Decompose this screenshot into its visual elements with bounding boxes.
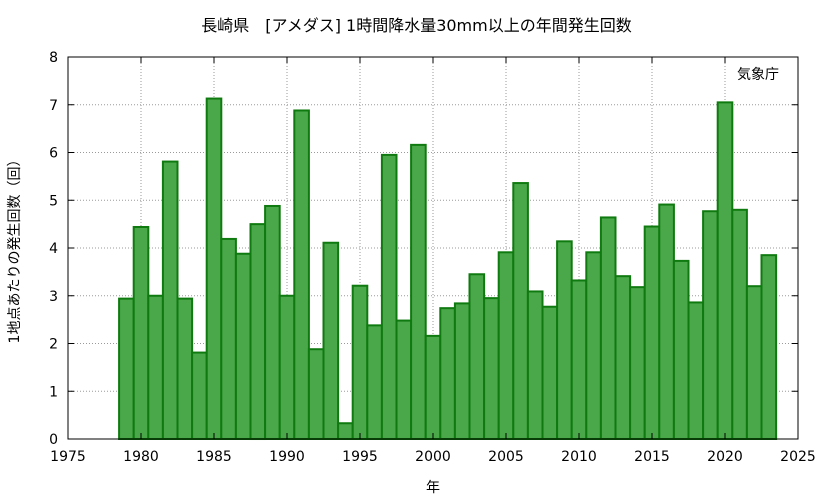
bar-1988 xyxy=(249,223,267,441)
x-tick-label: 1985 xyxy=(196,449,232,465)
x-tick-label: 1975 xyxy=(50,449,86,465)
x-tick-label: 2020 xyxy=(707,449,743,465)
bar-1997 xyxy=(380,153,398,440)
bar-1995 xyxy=(351,284,369,440)
bar-2009 xyxy=(556,240,573,440)
bar-2012 xyxy=(599,216,617,440)
bar-1987 xyxy=(234,252,252,440)
bar-2000 xyxy=(424,334,442,440)
x-tick-label: 2025 xyxy=(780,449,816,465)
bar-1989 xyxy=(264,204,281,440)
axis-ticks: 1975 1980 1985 1990 1995 2000 2005 2010 2015 2020… xyxy=(49,50,816,465)
x-tick-label: 2010 xyxy=(561,449,597,465)
x-tick-label: 2015 xyxy=(634,449,670,465)
x-tick-label: 1980 xyxy=(123,449,159,465)
y-tick-label: 6 xyxy=(49,146,58,162)
bar-1996 xyxy=(366,324,383,440)
y-tick-label: 1 xyxy=(49,384,58,400)
bar-1990 xyxy=(278,294,296,440)
bar-1993 xyxy=(322,241,340,440)
bar-1984 xyxy=(191,351,208,441)
x-axis-label: 年 xyxy=(426,480,440,496)
y-tick-label: 2 xyxy=(49,337,58,353)
bar-2010 xyxy=(570,279,588,440)
bar-2002 xyxy=(453,302,471,441)
bar-1991 xyxy=(293,109,310,440)
bar-2014 xyxy=(629,286,646,440)
bar-2008 xyxy=(541,305,559,441)
bar-1980 xyxy=(132,225,150,440)
bar-2003 xyxy=(468,273,486,441)
bar-2018 xyxy=(687,301,705,440)
bar-1992 xyxy=(307,348,325,441)
source-annotation: 気象庁 xyxy=(737,67,779,83)
y-axis-label: 1地点あたりの発生回数（回） xyxy=(7,153,23,344)
bar-2004 xyxy=(483,297,500,441)
y-tick-label: 5 xyxy=(49,193,58,209)
bar-1986 xyxy=(220,237,237,440)
y-tick-label: 3 xyxy=(49,289,58,305)
bar-1998 xyxy=(395,319,413,440)
bar-2006 xyxy=(512,182,529,440)
bar-2017 xyxy=(672,259,690,441)
bar-2007 xyxy=(526,290,544,441)
x-tick-label: 1995 xyxy=(342,449,378,465)
bar-1999 xyxy=(410,143,427,441)
x-tick-label: 1990 xyxy=(269,449,305,465)
bar-1985 xyxy=(205,97,223,440)
bar-2016 xyxy=(658,203,675,440)
bar-2023 xyxy=(760,254,778,440)
bar-1981 xyxy=(147,294,164,440)
bar-1983 xyxy=(176,297,194,440)
y-tick-label: 7 xyxy=(49,98,58,114)
bar-2011 xyxy=(585,251,602,440)
bar-2001 xyxy=(439,307,456,440)
bar-1979 xyxy=(118,297,135,440)
bar-2005 xyxy=(497,251,515,440)
bar-1994 xyxy=(337,422,354,440)
bar-2013 xyxy=(614,275,632,441)
chart-title: 長崎県 [アメダス] 1時間降水量30mm以上の年間発生回数 xyxy=(201,16,632,35)
y-tick-label: 4 xyxy=(49,241,58,257)
bar-2015 xyxy=(643,225,661,440)
x-tick-label: 2005 xyxy=(488,449,524,465)
bar-2021 xyxy=(731,208,748,440)
bar-1982 xyxy=(161,160,179,440)
bar-2020 xyxy=(716,101,734,441)
bar-2022 xyxy=(745,285,763,441)
bars xyxy=(118,97,778,441)
y-tick-label: 0 xyxy=(49,432,58,448)
y-tick-label: 8 xyxy=(49,50,58,66)
x-tick-label: 2000 xyxy=(415,449,451,465)
bar-2019 xyxy=(702,210,719,440)
